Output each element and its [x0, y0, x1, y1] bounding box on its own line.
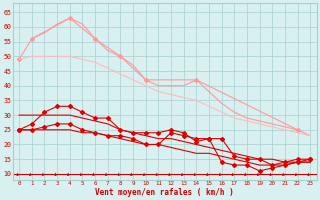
- X-axis label: Vent moyen/en rafales ( km/h ): Vent moyen/en rafales ( km/h ): [95, 188, 234, 197]
